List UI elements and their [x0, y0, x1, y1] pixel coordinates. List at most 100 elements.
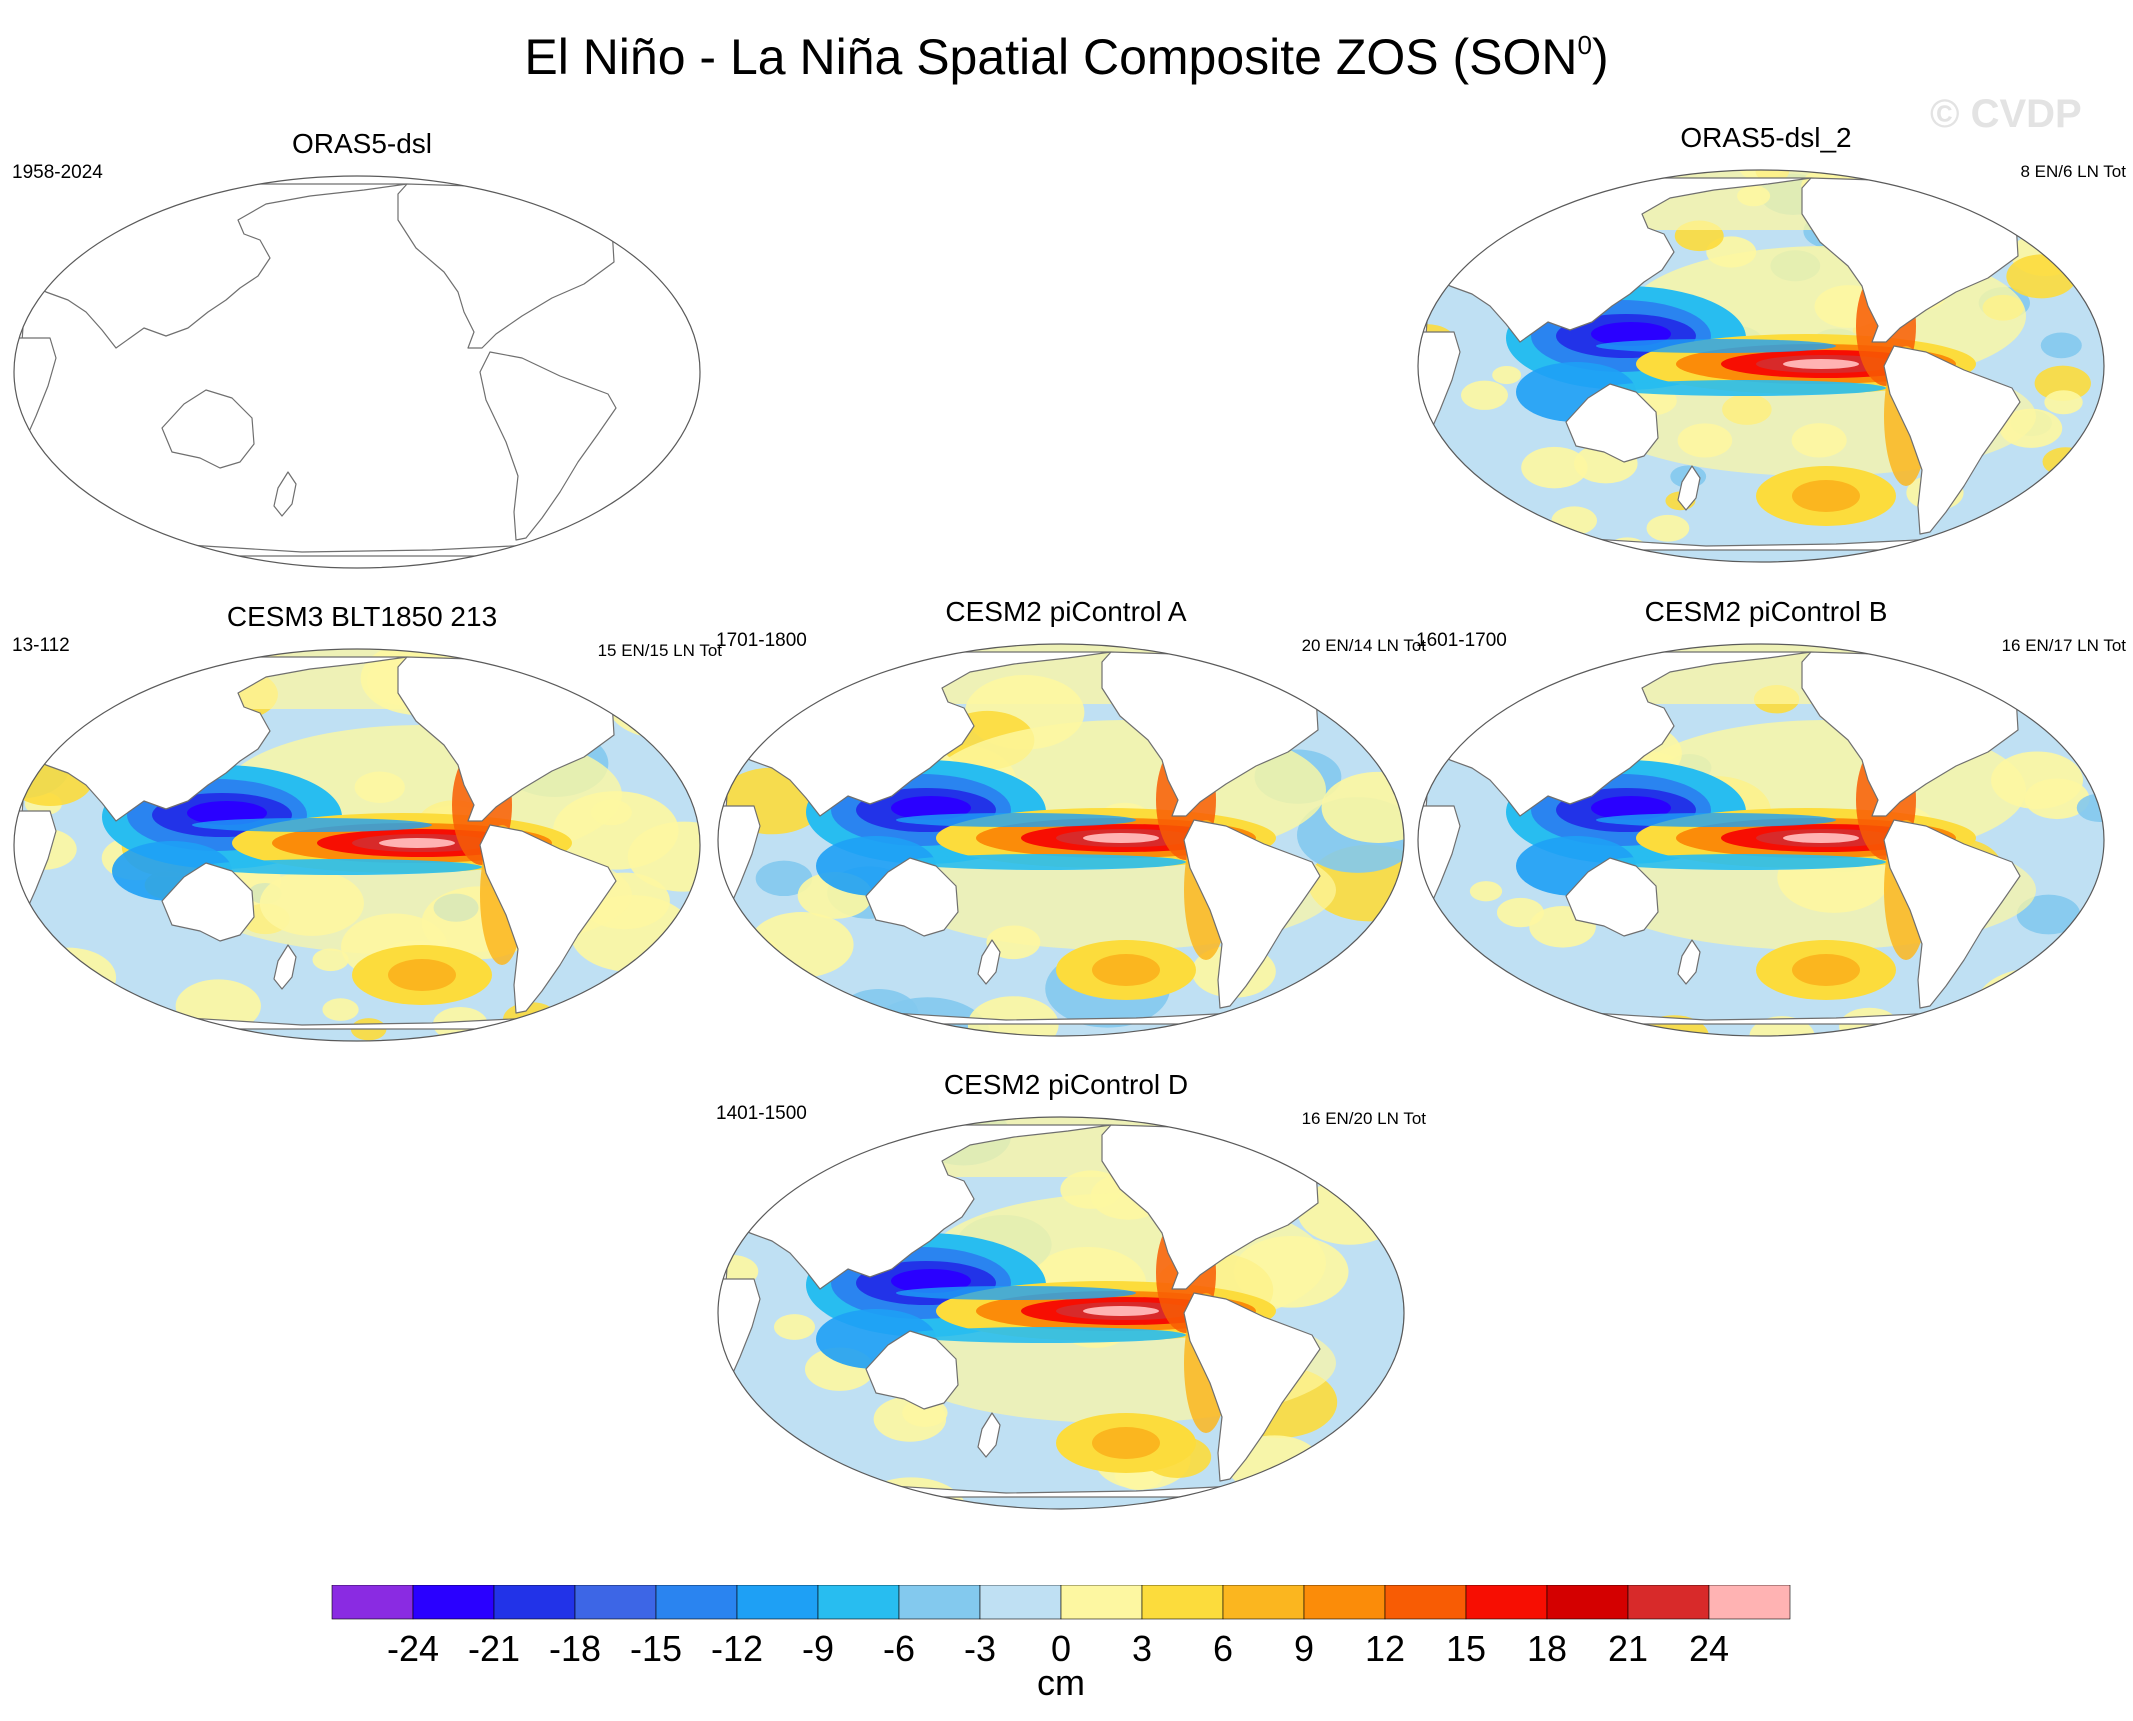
field-negative	[1606, 854, 1886, 870]
field-band	[1092, 1427, 1160, 1459]
landmass-nz	[273, 471, 297, 517]
field-band	[718, 1117, 1404, 1177]
field-patch	[736, 1019, 790, 1036]
field-patch	[755, 860, 813, 897]
field-patch	[773, 1314, 816, 1340]
field-patch	[1492, 365, 1522, 385]
landmass-africa	[14, 810, 57, 908]
map-border	[717, 643, 1405, 1037]
map-border	[13, 648, 701, 1042]
field-patch	[967, 996, 1059, 1036]
field-patch	[1749, 1016, 1815, 1036]
field-patch	[672, 997, 700, 1031]
field-negative	[906, 1327, 1186, 1343]
field-patch	[312, 948, 349, 972]
field-negative	[202, 859, 482, 875]
colorbar-tick-label: -15	[630, 1628, 682, 1669]
field-negative	[192, 818, 432, 832]
field-band	[1092, 954, 1160, 986]
colorbar: -24 -21 -18 -15 -12 -9 -6 -3 0 3 6 9 12 15 18 21 24 cm	[331, 1585, 1791, 1703]
map-panel-cesm2-picontrol-a: CESM2 piControl A 1701-1800 20 EN/14 LN …	[716, 596, 1426, 1086]
field-negative	[891, 1269, 971, 1293]
field-negative	[1591, 322, 1671, 346]
landmass-africa	[1418, 805, 1461, 903]
landmass-australia	[161, 389, 255, 469]
landmass-nz	[1677, 465, 1701, 511]
field-patch	[587, 649, 672, 701]
field-patch	[2045, 955, 2104, 1018]
field-patch	[637, 949, 700, 993]
field-patch	[780, 644, 859, 686]
panel-years: 1401-1500	[716, 1103, 807, 1124]
field-patch	[1945, 535, 2016, 562]
landmass-africa	[718, 1278, 761, 1376]
map-panel-oras5-dsl-2: ORAS5-dsl_2 8 EN/6 LN Tot	[1416, 122, 2126, 612]
landmass-australia	[161, 862, 255, 942]
colorbar-tick-label: 0	[1051, 1628, 1071, 1669]
colorbar-swatch	[1465, 1585, 1548, 1620]
panel-title: CESM2 piControl A	[945, 596, 1187, 627]
field-patch	[14, 698, 46, 728]
field-patch	[627, 821, 700, 892]
colorbar-tick-label: 12	[1365, 1628, 1405, 1669]
field-negative	[1596, 813, 1836, 827]
panel-counts: 8 EN/6 LN Tot	[2020, 162, 2126, 181]
landmass-nz	[273, 944, 297, 990]
map-border	[13, 175, 701, 569]
field-positive	[1783, 359, 1859, 369]
landmass-southamerica	[1883, 819, 2021, 1009]
field-patch	[1315, 1135, 1355, 1160]
landmass-australia	[865, 857, 959, 937]
panel-counts: 16 EN/20 LN Tot	[1301, 1109, 1426, 1128]
landmass-africa	[1418, 331, 1461, 429]
field-band	[388, 959, 456, 991]
colorbar-swatch	[331, 1585, 414, 1620]
panel-title: CESM2 piControl D	[943, 1069, 1189, 1100]
field-negative	[1596, 339, 1836, 353]
panel-title: CESM2 piControl B	[1644, 596, 1888, 627]
watermark: © CVDP	[1930, 92, 2082, 136]
field-patch	[2016, 894, 2081, 935]
field-patch	[1975, 967, 2097, 1036]
field-patch	[14, 649, 108, 696]
field-patch	[1461, 380, 1508, 410]
field-patch	[1469, 881, 1503, 902]
map-plot	[717, 1116, 1405, 1510]
field-patch	[1507, 170, 1542, 185]
colorbar-swatch	[979, 1585, 1062, 1620]
landmass-africa	[14, 337, 57, 435]
field-negative	[896, 813, 1136, 827]
colorbar-swatch	[412, 1585, 495, 1620]
landmass-southamerica	[1183, 1292, 1321, 1482]
panel-years: 1601-1700	[1416, 630, 1507, 651]
map-border	[1417, 643, 2105, 1037]
field-negative	[1606, 380, 1886, 396]
map-plot	[13, 175, 701, 569]
field-positive	[1083, 833, 1159, 843]
field-band	[1792, 480, 1860, 512]
colorbar-tick-label: -12	[711, 1628, 763, 1669]
field-positive	[379, 838, 455, 848]
map-plot	[1417, 169, 2105, 563]
field-patch	[1418, 975, 1487, 1035]
panel-title: CESM3 BLT1850 213	[226, 601, 498, 632]
field-patch	[2041, 481, 2093, 513]
landmass-australia	[865, 1330, 959, 1410]
landmass-australia	[1565, 383, 1659, 463]
map-border	[1417, 169, 2105, 563]
colorbar-swatch	[655, 1585, 738, 1620]
field-patch	[2034, 365, 2091, 401]
field-patch	[2075, 646, 2104, 669]
field-patch	[2040, 332, 2082, 359]
map-plot	[717, 643, 1405, 1037]
field-patch	[1496, 897, 1544, 928]
panel-years: 1958-2024	[12, 162, 103, 183]
field-patch	[509, 649, 557, 673]
colorbar-swatch	[1708, 1585, 1791, 1620]
field-patch	[2044, 390, 2083, 415]
landmass-nz	[977, 939, 1001, 985]
field-band	[1792, 954, 1860, 986]
landmass-antarctica	[41, 531, 673, 557]
field-patch	[2022, 994, 2063, 1020]
colorbar-tick-label: 24	[1689, 1628, 1729, 1669]
